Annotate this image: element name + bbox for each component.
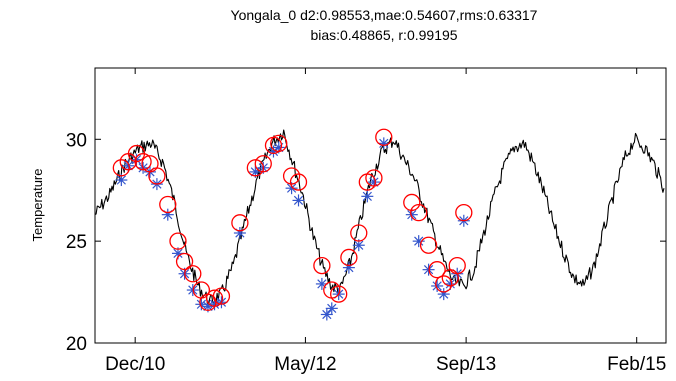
observed-line: [94, 129, 665, 307]
circle-marker: [169, 232, 187, 250]
asterisk-marker: [208, 298, 221, 311]
y-axis: 20 25 30: [66, 130, 666, 355]
asterisk-marker: [233, 227, 246, 239]
asterisk-marker: [431, 279, 444, 292]
circle-marker: [148, 167, 166, 185]
chart-title-line-2: bias:0.48865, r:0.99195: [310, 27, 457, 43]
asterisk-marker: [292, 194, 305, 207]
circle-marker: [212, 287, 231, 305]
y-tick-label: 25: [66, 232, 87, 253]
circle-marker: [112, 159, 130, 177]
circle-marker: [448, 256, 466, 275]
circle-marker: [350, 224, 368, 242]
circle-marker: [270, 134, 288, 153]
circle-marker: [455, 203, 473, 222]
circle-marker: [419, 236, 438, 254]
plot-frame: [94, 67, 667, 344]
y-tick-label: 20: [66, 334, 87, 355]
circle-marker: [159, 195, 177, 214]
circle-marker: [435, 275, 453, 293]
asterisk-marker: [361, 190, 374, 203]
x-tick-label: Dec/10: [105, 354, 165, 375]
asterisk-marker: [115, 174, 128, 187]
x-tick-label: Sep/13: [436, 354, 496, 375]
circle-marker: [231, 214, 249, 232]
x-axis: Dec/10 May/12 Sep/13 Feb/15: [105, 68, 666, 375]
circle-marker: [289, 173, 308, 191]
y-tick-label: 30: [66, 130, 87, 151]
circle-marker-series: [112, 128, 473, 311]
circle-marker: [313, 256, 331, 275]
circle-marker: [246, 159, 265, 177]
x-tick-label: Feb/15: [607, 354, 666, 375]
circle-marker: [330, 285, 348, 303]
asterisk-marker: [412, 235, 425, 248]
asterisk-marker: [377, 137, 390, 150]
circle-marker: [428, 261, 446, 279]
observed-series: [94, 129, 665, 307]
y-axis-label: Temperature: [30, 169, 45, 242]
circle-marker: [365, 169, 383, 187]
asterisk-marker: [195, 298, 208, 311]
asterisk-marker: [285, 182, 298, 195]
chart-title-line-1: Yongala_0 d2:0.98553,mae:0.54607,rms:0.6…: [231, 7, 538, 23]
asterisk-marker: [161, 208, 174, 221]
circle-marker: [184, 265, 202, 283]
x-tick-label: May/12: [274, 354, 336, 375]
circle-marker: [403, 193, 421, 212]
asterisk-marker: [325, 302, 338, 315]
circle-marker: [175, 252, 194, 271]
circle-marker: [134, 153, 152, 171]
circle-marker: [205, 289, 224, 307]
asterisk-marker: [320, 308, 333, 321]
circle-marker: [254, 155, 272, 173]
circle-marker: [410, 203, 428, 222]
circle-marker: [282, 167, 301, 185]
circle-marker: [340, 248, 358, 267]
circle-marker: [375, 128, 393, 146]
